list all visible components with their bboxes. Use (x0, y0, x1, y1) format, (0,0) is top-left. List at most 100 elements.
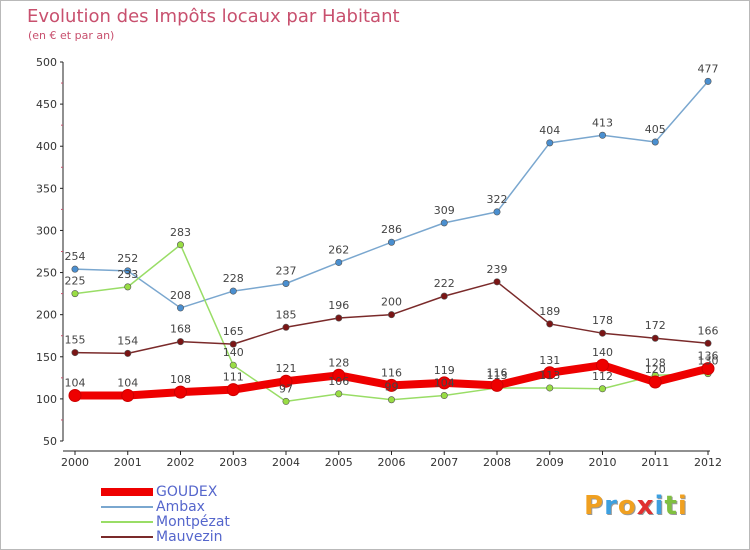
data-point-montpézat (335, 390, 343, 398)
x-tick-label: 2012 (694, 456, 722, 469)
y-tick-label: 400 (36, 140, 57, 153)
data-label-goudex: 116 (487, 366, 508, 379)
data-point-ambax (177, 304, 185, 312)
x-tick-label: 2007 (430, 456, 458, 469)
data-point-montpézat (177, 241, 185, 249)
data-point-goudex (174, 385, 187, 399)
data-label-mauvezin: 185 (276, 308, 297, 321)
legend-label: Montpézat (156, 514, 230, 530)
data-label-ambax: 404 (539, 124, 560, 137)
data-point-montpézat (282, 397, 290, 405)
data-label-goudex: 111 (223, 371, 244, 384)
data-label-ambax: 405 (645, 123, 666, 136)
data-label-mauvezin: 166 (698, 324, 719, 337)
legend-label: Mauvezin (156, 529, 223, 545)
data-point-goudex (68, 389, 82, 403)
data-point-goudex (226, 383, 240, 397)
data-point-mauvezin (282, 323, 290, 331)
data-label-mauvezin: 165 (223, 325, 244, 338)
y-tick-label: 500 (36, 56, 57, 69)
data-label-ambax: 413 (592, 116, 613, 129)
data-point-mauvezin (493, 278, 501, 286)
data-label-goudex: 116 (381, 366, 402, 379)
y-tick-label: 150 (36, 351, 57, 364)
data-point-montpézat (598, 385, 606, 393)
data-label-goudex: 119 (434, 364, 455, 377)
data-label-mauvezin: 155 (65, 334, 86, 347)
data-label-ambax: 477 (698, 62, 719, 75)
x-tick-label: 2001 (114, 456, 142, 469)
series-line-ambax (74, 80, 709, 309)
data-point-ambax (282, 280, 290, 288)
data-point-mauvezin (546, 320, 554, 328)
y-tick-label: 50 (43, 435, 57, 448)
chart-subtitle: (en € et par an) (28, 29, 115, 42)
data-label-mauvezin: 222 (434, 277, 455, 290)
data-point-ambax (335, 258, 343, 266)
data-point-goudex (543, 366, 557, 380)
legend-swatch (101, 506, 153, 508)
legend: GOUDEX Ambax Montpézat Mauvezin (101, 484, 301, 545)
data-label-montpézat: 233 (117, 268, 138, 281)
data-point-goudex (385, 378, 398, 392)
data-label-mauvezin: 168 (170, 323, 191, 336)
data-label-ambax: 237 (276, 265, 297, 278)
x-tick-label: 2008 (483, 456, 511, 469)
data-point-ambax (598, 131, 606, 139)
data-label-ambax: 322 (487, 193, 508, 206)
data-label-montpézat: 283 (170, 226, 191, 239)
x-tick-label: 2005 (325, 456, 353, 469)
legend-swatch (101, 536, 153, 538)
data-label-mauvezin: 239 (487, 263, 508, 276)
data-label-goudex: 136 (698, 350, 719, 363)
data-label-goudex: 120 (645, 363, 666, 376)
data-label-goudex: 104 (65, 377, 86, 390)
data-label-ambax: 309 (434, 204, 455, 217)
data-label-montpézat: 130 (698, 355, 719, 368)
legend-item-goudex: GOUDEX (101, 484, 301, 500)
data-label-montpézat: 106 (328, 375, 349, 388)
x-tick-label: 2010 (589, 456, 617, 469)
data-point-mauvezin (335, 314, 343, 322)
data-label-montpézat: 113 (487, 369, 508, 382)
x-tick-label: 2011 (641, 456, 669, 469)
data-label-ambax: 252 (117, 252, 138, 265)
x-tick-label: 2002 (167, 456, 195, 469)
data-label-ambax: 262 (328, 243, 349, 256)
x-tick-label: 2000 (61, 456, 89, 469)
x-tick-label: 2004 (272, 456, 300, 469)
data-label-mauvezin: 172 (645, 319, 666, 332)
data-label-montpézat: 128 (645, 356, 666, 369)
data-point-goudex (437, 376, 451, 390)
data-point-ambax (229, 287, 237, 295)
data-point-ambax (440, 219, 448, 227)
data-label-mauvezin: 178 (592, 314, 613, 327)
data-label-goudex: 108 (170, 373, 191, 386)
data-label-ambax: 286 (381, 223, 402, 236)
legend-label: GOUDEX (156, 484, 218, 500)
data-point-goudex (596, 358, 609, 372)
data-point-mauvezin (704, 339, 712, 347)
legend-swatch (101, 521, 153, 523)
data-point-montpézat (229, 361, 237, 369)
data-point-mauvezin (229, 340, 237, 348)
data-label-mauvezin: 200 (381, 296, 402, 309)
data-point-montpézat (387, 396, 395, 404)
data-point-mauvezin (440, 292, 448, 300)
legend-item-ambax: Ambax (101, 499, 301, 515)
legend-item-mauvezin: Mauvezin (101, 529, 301, 545)
data-point-mauvezin (71, 349, 79, 357)
data-label-goudex: 104 (117, 377, 138, 390)
y-tick-label: 200 (36, 309, 57, 322)
data-point-mauvezin (387, 311, 395, 319)
legend-swatch (101, 488, 153, 496)
data-label-montpézat: 113 (539, 369, 560, 382)
data-point-goudex (332, 368, 346, 382)
data-label-montpézat: 140 (223, 346, 244, 359)
data-label-ambax: 228 (223, 272, 244, 285)
data-label-montpézat: 225 (65, 275, 86, 288)
data-point-montpézat (124, 283, 132, 291)
y-tick-label: 100 (36, 393, 57, 406)
data-label-montpézat: 112 (592, 370, 613, 383)
